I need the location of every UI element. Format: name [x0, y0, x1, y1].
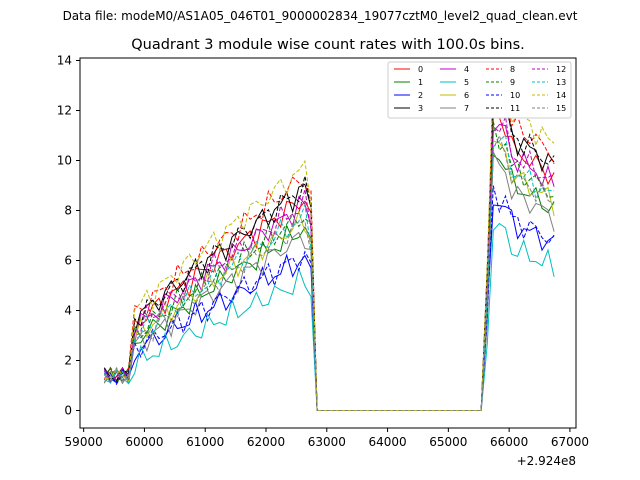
- series-line-9: [103, 121, 555, 411]
- y-tick-label: 4: [64, 304, 72, 318]
- legend-box: [387, 61, 572, 119]
- legend-entry-label: 2: [418, 91, 423, 100]
- x-tick-label: 60000: [125, 435, 163, 449]
- legend-entry-label: 15: [556, 104, 566, 113]
- axes-frame: [79, 57, 577, 429]
- chart-title: Quadrant 3 module wise count rates with …: [131, 37, 525, 53]
- legend-entry-label: 1: [418, 78, 423, 87]
- x-tick-label: 64000: [368, 435, 406, 449]
- chart-suptitle: Data file: modeM0/AS1A05_046T01_90000028…: [63, 9, 578, 23]
- y-axis: 0 2 4 6 8 10 12 14: [57, 54, 80, 418]
- y-tick-label: 8: [64, 204, 72, 218]
- series-line-3: [103, 106, 555, 411]
- legend-entry-label: 6: [464, 91, 469, 100]
- x-axis: 59000 60000 61000 62000 63000 64000 65000 66000…: [65, 428, 589, 449]
- series-line-11: [103, 98, 555, 411]
- y-tick-label: 10: [57, 154, 72, 168]
- x-tick-label: 66000: [490, 435, 528, 449]
- legend-entry-label: 5: [464, 78, 469, 87]
- series-line-8: [103, 71, 555, 411]
- x-tick-label: 62000: [247, 435, 285, 449]
- series-line-15: [103, 134, 555, 411]
- x-tick-label: 67000: [551, 435, 589, 449]
- y-tick-label: 12: [57, 104, 72, 118]
- legend-entry-label: 9: [510, 78, 515, 87]
- series-line-14: [104, 70, 555, 411]
- x-tick-label: 59000: [65, 435, 103, 449]
- y-tick-label: 0: [64, 404, 72, 418]
- y-tick-label: 6: [64, 254, 72, 268]
- legend-entry-label: 12: [556, 65, 566, 74]
- legend-entry-label: 7: [464, 104, 469, 113]
- legend-entry-label: 8: [510, 65, 515, 74]
- legend-entry-label: 0: [418, 65, 423, 74]
- series-line-12: [103, 114, 555, 411]
- x-axis-offset-label: +2.924e8: [517, 454, 576, 468]
- legend-entry-label: 11: [510, 104, 520, 113]
- legend-entry-label: 4: [464, 65, 469, 74]
- x-tick-label: 65000: [429, 435, 467, 449]
- legend-entry-label: 3: [418, 104, 423, 113]
- plot-area: [103, 70, 555, 411]
- y-tick-label: 14: [57, 54, 72, 68]
- x-tick-label: 61000: [186, 435, 224, 449]
- x-tick-label: 63000: [308, 435, 346, 449]
- legend-entry-label: 13: [556, 78, 566, 87]
- series-line-0: [103, 112, 555, 411]
- legend-entry-label: 10: [510, 91, 520, 100]
- y-tick-label: 2: [64, 354, 72, 368]
- legend-entry-label: 14: [556, 91, 566, 100]
